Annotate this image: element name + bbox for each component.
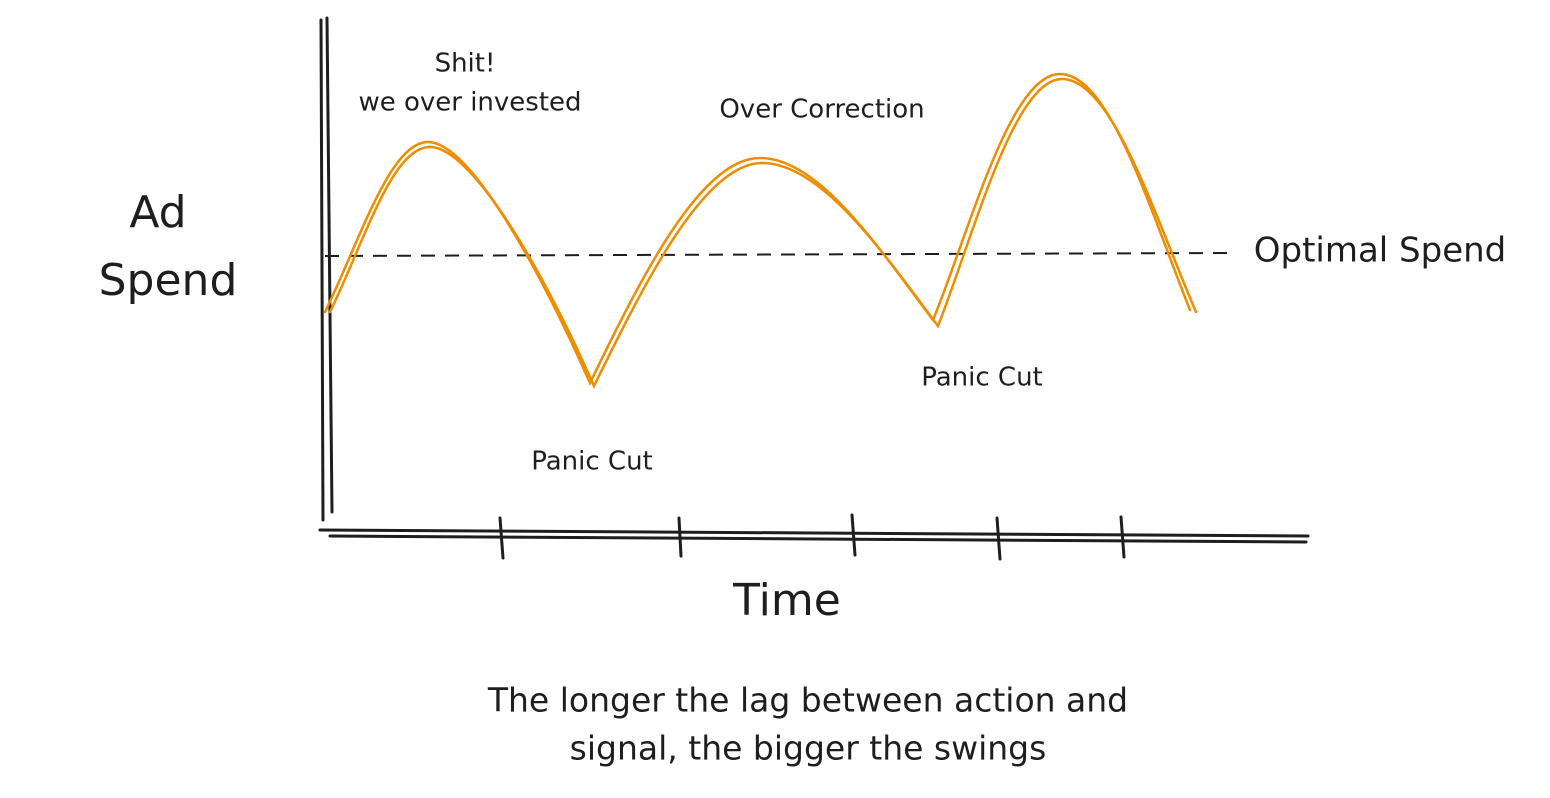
annotation: Shit! [435, 49, 496, 79]
caption: The longer the lag between action and [487, 681, 1128, 720]
x-label: Time [732, 575, 841, 626]
annotation: we over invested [358, 88, 581, 118]
spend-curve [328, 77, 1198, 389]
reference-label: Optimal Spend [1254, 231, 1507, 271]
annotation: Over Correction [719, 95, 924, 125]
y-label: Spend [99, 255, 238, 306]
annotation: Panic Cut [531, 447, 653, 477]
x-axis [318, 528, 1310, 544]
caption: signal, the bigger the swings [570, 729, 1047, 768]
optimal-line [324, 252, 1229, 257]
y-axis [319, 16, 334, 522]
annotation: Panic Cut [921, 363, 1043, 393]
y-label: Ad [129, 187, 186, 238]
spend-curve [323, 72, 1192, 386]
x-ticks [498, 513, 1126, 561]
